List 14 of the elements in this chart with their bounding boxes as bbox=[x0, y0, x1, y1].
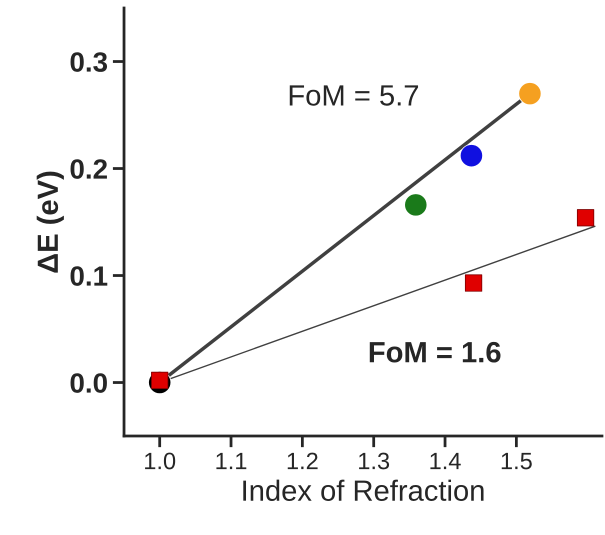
annotation: FoM = 5.7 bbox=[290, 85, 418, 106]
x-axis-title: Index of Refraction bbox=[243, 480, 484, 501]
x-tick-label: 1.4 bbox=[430, 452, 461, 470]
y-axis-title: ΔE (eV) bbox=[36, 172, 64, 273]
y-tick-label: 0.1 bbox=[70, 266, 108, 286]
y-tick-label: 0.3 bbox=[70, 52, 108, 72]
y-tick-label: 0.0 bbox=[70, 373, 107, 393]
x-tick-label: 1.3 bbox=[359, 452, 390, 470]
x-tick-label: 1.2 bbox=[288, 452, 318, 470]
y-tick-label: 0.2 bbox=[70, 159, 107, 179]
annotation: FoM = 1.6 bbox=[370, 342, 500, 363]
x-tick-label: 1.5 bbox=[502, 452, 532, 470]
x-tick-label: 1.0 bbox=[145, 452, 176, 470]
x-tick-label: 1.1 bbox=[216, 452, 246, 470]
